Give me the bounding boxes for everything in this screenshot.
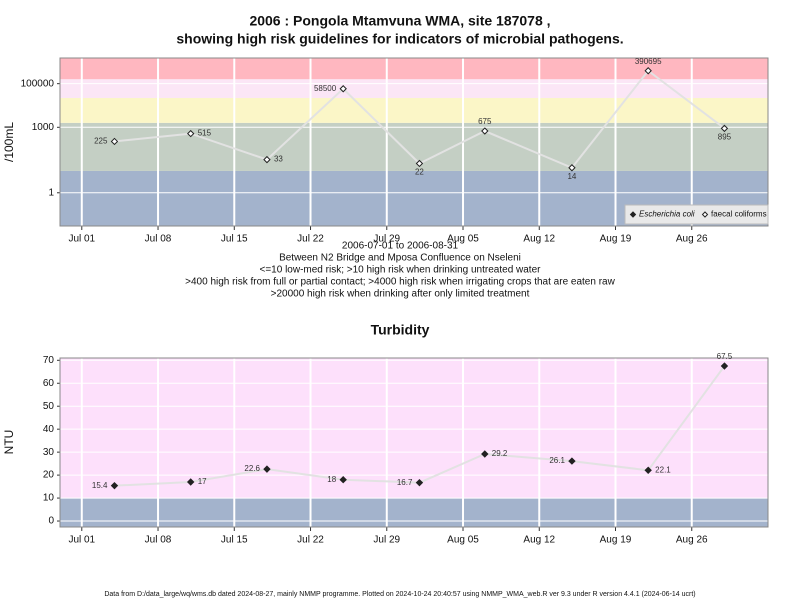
data-label: 15.4 (92, 481, 108, 490)
data-point (568, 457, 576, 465)
data-point (568, 164, 576, 172)
data-point (644, 67, 652, 75)
data-point (263, 465, 271, 473)
data-label: 22.1 (655, 465, 671, 474)
x-tick-label: Aug 12 (523, 535, 555, 546)
subtitle: >20000 high risk when drinking after onl… (271, 289, 530, 300)
legend-label: Escherichia coli (639, 210, 695, 219)
data-point (720, 362, 729, 370)
risk-band (60, 498, 768, 527)
subtitle: >400 high risk from full or partial cont… (185, 277, 615, 288)
y-tick-label: 20 (43, 470, 55, 481)
risk-band (60, 122, 768, 171)
risk-band (60, 58, 768, 80)
x-tick-label: Jul 08 (145, 234, 172, 245)
y-tick-label: 1000 (32, 122, 55, 133)
y-tick-label: 60 (43, 378, 55, 389)
x-tick-label: Aug 26 (676, 234, 708, 245)
x-tick-label: Jul 08 (145, 535, 172, 546)
x-tick-label: Aug 26 (676, 535, 708, 546)
x-tick-label: Aug 05 (447, 234, 479, 245)
data-label: 895 (718, 132, 732, 141)
data-point (187, 129, 195, 138)
x-tick-label: Jul 29 (373, 535, 400, 546)
x-tick-label: Jul 22 (297, 535, 324, 546)
data-label: 675 (478, 117, 492, 126)
x-tick-label: Aug 05 (447, 535, 479, 546)
risk-band (60, 358, 768, 499)
data-label: 29.2 (492, 449, 508, 458)
subtitle: Between N2 Bridge and Mposa Confluence o… (279, 253, 521, 264)
data-label: 18 (327, 475, 336, 484)
footer: Data from D:/data_large/wq/wms.db dated … (104, 591, 695, 598)
data-point (644, 466, 652, 474)
y-tick-label: 40 (43, 424, 55, 435)
x-tick-label: Jul 22 (297, 234, 324, 245)
x-tick-label: Jul 15 (221, 234, 248, 245)
data-point (481, 127, 489, 135)
y-tick-label: 10 (43, 493, 55, 504)
legend-marker (701, 211, 709, 218)
chart-title: showing high risk guidelines for indicat… (176, 31, 623, 47)
subtitle: <=10 low-med risk; >10 high risk when dr… (260, 265, 542, 276)
legend-marker (629, 211, 637, 218)
subtitle: 2006-07-01 to 2006-08-31 (342, 241, 459, 252)
data-point (481, 450, 489, 458)
x-tick-label: Jul 29 (373, 234, 400, 245)
data-point (110, 137, 119, 146)
chart-title: Turbidity (371, 322, 430, 338)
data-point (415, 159, 424, 168)
data-label: 26.1 (549, 456, 565, 465)
x-tick-label: Jul 01 (68, 535, 95, 546)
x-tick-label: Aug 19 (600, 234, 632, 245)
data-label: 225 (94, 137, 108, 146)
data-point (720, 124, 729, 133)
y-tick-label: 50 (43, 401, 55, 412)
y-tick-label: 100000 (21, 78, 55, 89)
plot-border (59, 57, 769, 227)
y-tick-label: 30 (43, 447, 55, 458)
x-tick-label: Aug 19 (600, 535, 632, 546)
data-point (187, 478, 195, 486)
data-label: 515 (198, 129, 212, 138)
data-label: 390695 (635, 57, 662, 66)
data-point (263, 155, 271, 164)
data-label: 17 (198, 477, 207, 486)
legend-box (624, 204, 769, 225)
data-point (110, 481, 119, 490)
x-tick-label: Jul 01 (68, 234, 95, 245)
legend-label: faecal coliforms (711, 210, 767, 219)
data-point (415, 478, 424, 487)
y-axis-label: NTU (2, 430, 16, 455)
y-tick-label: 1 (48, 187, 54, 198)
plot-border (59, 357, 769, 528)
data-point (339, 85, 347, 93)
data-label: 22.6 (244, 464, 260, 473)
x-tick-label: Jul 15 (221, 535, 248, 546)
x-tick-label: Aug 12 (523, 234, 555, 245)
y-tick-label: 70 (43, 355, 55, 366)
risk-band (60, 98, 768, 123)
data-label: 22 (415, 168, 424, 177)
data-label: 58500 (314, 84, 337, 93)
data-label: 14 (567, 172, 576, 181)
data-label: 33 (274, 155, 283, 164)
data-point (339, 475, 347, 484)
data-label: 16.7 (397, 478, 413, 487)
y-axis-label: /100mL (2, 122, 16, 162)
chart-title: 2006 : Pongola Mtamvuna WMA, site 187078… (249, 13, 550, 29)
data-label: 67.5 (717, 352, 733, 361)
y-tick-label: 0 (48, 516, 54, 527)
